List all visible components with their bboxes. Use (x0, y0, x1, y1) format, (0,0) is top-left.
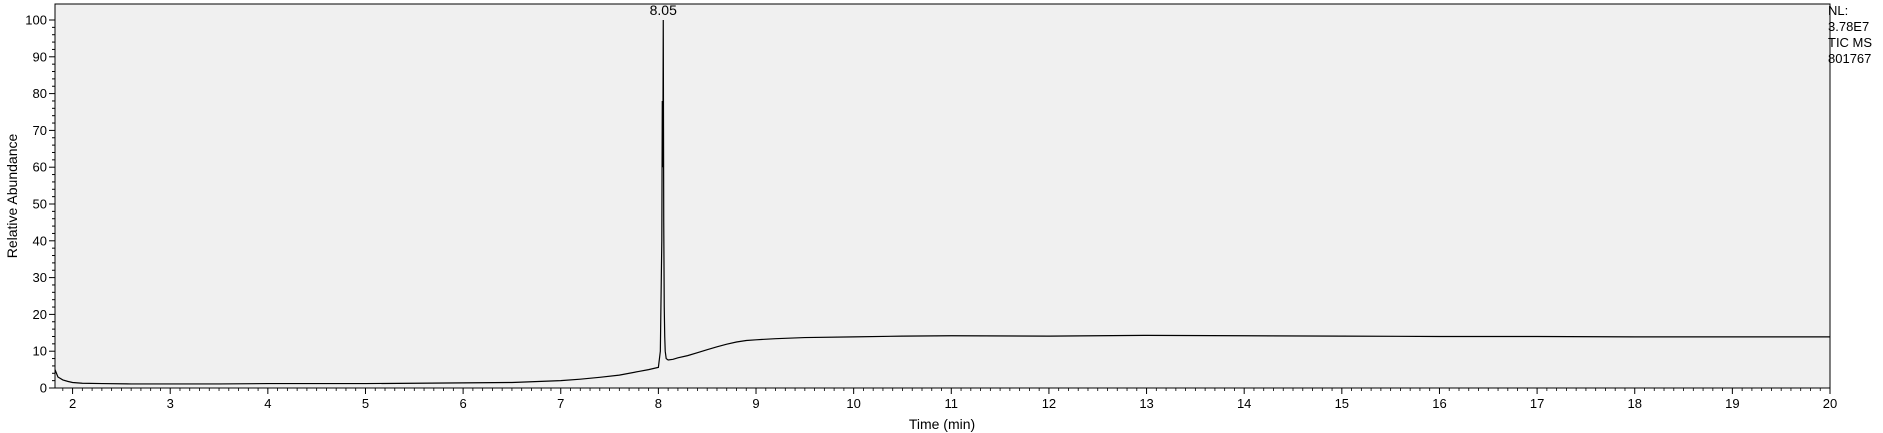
y-tick-label: 40 (33, 233, 47, 248)
x-tick-label: 7 (557, 396, 564, 411)
x-tick-label: 5 (362, 396, 369, 411)
y-tick-label: 0 (40, 381, 47, 396)
y-tick-label: 80 (33, 86, 47, 101)
x-tick-label: 8 (655, 396, 662, 411)
peak-label: 8.05 (650, 2, 677, 18)
y-tick-label: 20 (33, 307, 47, 322)
y-tick-label: 60 (33, 160, 47, 175)
x-tick-label: 12 (1042, 396, 1056, 411)
x-tick-label: 9 (752, 396, 759, 411)
x-tick-label: 19 (1725, 396, 1739, 411)
x-axis-title: Time (min) (909, 416, 975, 432)
x-tick-label: 13 (1139, 396, 1153, 411)
trace-info-panel: NL: 3.78E7 TIC MS 801767 (1828, 3, 1872, 67)
y-tick-label: 30 (33, 270, 47, 285)
sample-id: 801767 (1828, 51, 1872, 66)
x-tick-label: 14 (1237, 396, 1251, 411)
plot-background (54, 3, 1831, 389)
scan-filter-label: TIC MS (1828, 35, 1873, 50)
x-tick-label: 17 (1530, 396, 1544, 411)
y-tick-label: 50 (33, 197, 47, 212)
x-tick-label: 6 (459, 396, 466, 411)
tic-trace-line (54, 19, 1830, 385)
x-tick-label: 16 (1432, 396, 1446, 411)
x-tick-label: 15 (1335, 396, 1349, 411)
x-tick-label: 10 (846, 396, 860, 411)
y-axis-ticks: 0 10 20 30 40 50 60 70 80 90 100 (25, 13, 55, 396)
x-tick-label: 18 (1627, 396, 1641, 411)
y-axis-title: Relative Abundance (4, 134, 20, 259)
y-tick-label: 90 (33, 49, 47, 64)
x-tick-label: 4 (264, 396, 271, 411)
x-axis-ticks: 2 3 4 5 6 7 8 9 10 11 12 13 14 15 16 17 18 19 20 (62, 388, 1837, 411)
peak-annotations: 8.05 (650, 2, 677, 18)
x-tick-label: 20 (1823, 396, 1837, 411)
x-tick-label: 3 (167, 396, 174, 411)
y-tick-label: 100 (25, 13, 47, 28)
y-tick-label: 10 (33, 344, 47, 359)
x-tick-label: 2 (69, 396, 76, 411)
x-tick-label: 11 (945, 396, 959, 411)
nl-value: 3.78E7 (1828, 19, 1870, 34)
y-tick-label: 70 (33, 123, 47, 138)
nl-label: NL: (1828, 3, 1849, 18)
